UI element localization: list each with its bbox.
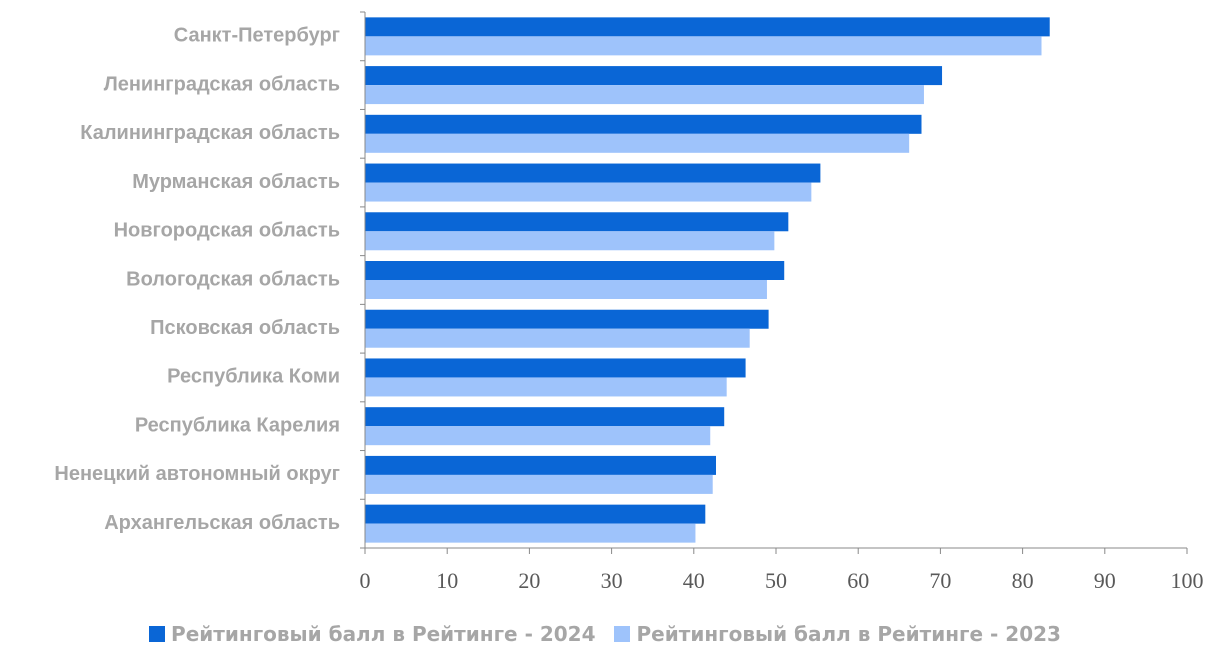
bar-2023-0 xyxy=(365,36,1042,56)
bar-2024-10 xyxy=(365,504,706,524)
category-label-7: Республика Коми xyxy=(167,366,340,388)
bar-2024-2 xyxy=(365,114,922,134)
category-label-4: Новгородская область xyxy=(114,220,340,242)
x-tick-label-0: 0 xyxy=(360,568,371,593)
bar-2024-8 xyxy=(365,407,725,427)
x-tick-label-1: 10 xyxy=(436,568,458,593)
x-tick-label-2: 20 xyxy=(518,568,540,593)
bar-2024-4 xyxy=(365,212,789,232)
bar-2024-1 xyxy=(365,66,943,86)
bar-2024-7 xyxy=(365,358,746,378)
legend: Рейтинговый балл в Рейтинге - 2024 Рейти… xyxy=(0,622,1210,647)
x-tick-label-6: 60 xyxy=(847,568,869,593)
bar-2023-6 xyxy=(365,328,750,348)
legend-item-2024: Рейтинговый балл в Рейтинге - 2024 xyxy=(149,622,596,646)
category-label-8: Республика Карелия xyxy=(135,414,340,436)
x-tick-label-10: 100 xyxy=(1171,568,1204,593)
category-label-10: Архангельская область xyxy=(104,512,340,534)
x-tick-label-9: 90 xyxy=(1094,568,1116,593)
x-tick-label-5: 50 xyxy=(765,568,787,593)
legend-item-2023: Рейтинговый балл в Рейтинге - 2023 xyxy=(614,622,1061,646)
bar-2023-4 xyxy=(365,231,775,251)
bar-2024-0 xyxy=(365,17,1050,37)
bar-2023-3 xyxy=(365,182,812,202)
category-label-6: Псковская область xyxy=(150,317,340,339)
category-label-9: Ненецкий автономный округ xyxy=(54,463,340,485)
legend-label-2023: Рейтинговый балл в Рейтинге - 2023 xyxy=(636,622,1061,646)
category-label-1: Ленинградская область xyxy=(104,73,340,95)
category-label-2: Калининградская область xyxy=(80,122,340,144)
category-label-3: Мурманская область xyxy=(132,171,340,193)
bar-2023-10 xyxy=(365,523,696,543)
legend-swatch-2024 xyxy=(149,626,166,642)
legend-swatch-2023 xyxy=(614,626,631,642)
bar-2023-5 xyxy=(365,280,767,299)
bar-chart: Санкт-Петербург Ленинградская область Кали… xyxy=(54,11,1204,593)
bar-2024-6 xyxy=(365,309,769,329)
legend-label-2024: Рейтинговый балл в Рейтинге - 2024 xyxy=(171,622,596,646)
x-tick-label-4: 40 xyxy=(683,568,705,593)
bar-2023-9 xyxy=(365,474,713,494)
category-label-0: Санкт-Петербург xyxy=(174,25,340,47)
bar-2023-8 xyxy=(365,426,711,446)
x-tick-label-8: 80 xyxy=(1012,568,1034,593)
bar-2023-7 xyxy=(365,377,727,397)
bar-2024-5 xyxy=(365,261,785,280)
bar-2023-1 xyxy=(365,85,924,105)
x-tick-label-7: 70 xyxy=(929,568,951,593)
bar-2024-9 xyxy=(365,455,716,475)
bar-2024-3 xyxy=(365,163,821,183)
category-label-5: Вологодская область xyxy=(126,268,340,290)
bar-2023-2 xyxy=(365,133,910,153)
x-tick-label-3: 30 xyxy=(601,568,623,593)
